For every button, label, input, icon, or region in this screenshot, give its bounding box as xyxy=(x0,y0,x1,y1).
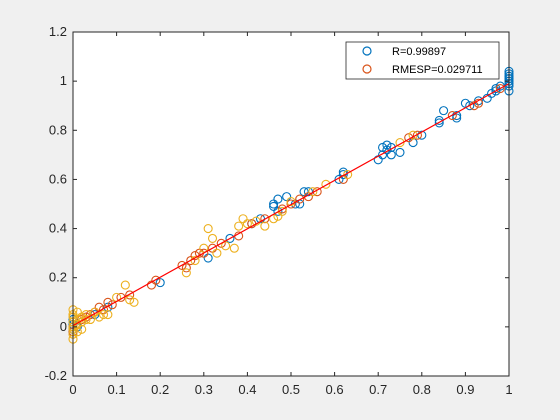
x-tick-label: 1 xyxy=(505,382,512,397)
data-point xyxy=(447,110,457,121)
legend-marker-r xyxy=(362,46,372,56)
data-point xyxy=(386,142,396,153)
data-point xyxy=(225,233,235,243)
y-tick-label: 0.8 xyxy=(49,122,67,137)
data-point xyxy=(234,221,244,231)
data-point xyxy=(199,248,209,258)
x-tick-label: 0.2 xyxy=(151,382,169,397)
data-point xyxy=(434,118,444,128)
data-point xyxy=(277,204,287,214)
fit-line xyxy=(72,83,510,327)
data-point xyxy=(103,302,113,312)
x-tick-label: 0.9 xyxy=(456,382,474,397)
legend-label-rmesp: RMESP=0.029711 xyxy=(392,64,483,76)
y-tick-label: 1.2 xyxy=(49,24,67,39)
data-point xyxy=(260,221,270,231)
data-point xyxy=(177,260,187,270)
data-point xyxy=(107,300,117,310)
data-point xyxy=(229,243,239,253)
data-point xyxy=(452,113,462,123)
legend-box xyxy=(345,41,500,80)
data-point xyxy=(303,187,313,197)
data-point xyxy=(181,268,191,278)
data-point xyxy=(286,199,296,209)
data-point xyxy=(151,275,161,285)
legend[interactable]: R=0.99897 RMESP=0.029711 xyxy=(345,41,500,80)
data-point xyxy=(125,290,135,300)
y-tick-label: 0.4 xyxy=(49,221,67,236)
data-point xyxy=(343,169,353,180)
data-point xyxy=(103,310,113,320)
data-point xyxy=(77,317,87,327)
x-tick-label: 0.4 xyxy=(238,382,256,397)
data-point xyxy=(98,310,109,320)
data-point xyxy=(295,194,305,204)
x-tick-label: 0.1 xyxy=(108,382,126,397)
data-point xyxy=(94,312,104,322)
legend-marker-rmesp xyxy=(362,64,372,74)
data-point xyxy=(412,130,422,140)
data-point xyxy=(242,219,252,229)
data-point xyxy=(495,83,505,94)
data-point xyxy=(439,106,449,116)
data-point xyxy=(120,280,130,290)
data-point xyxy=(417,130,427,140)
data-point xyxy=(465,101,475,111)
data-point xyxy=(81,314,91,325)
data-point xyxy=(273,194,283,204)
x-tick-label: 0.7 xyxy=(369,382,387,397)
data-point xyxy=(308,187,318,197)
data-point xyxy=(321,179,331,189)
data-point xyxy=(199,243,209,253)
data-point xyxy=(181,263,191,273)
x-tick-label: 0.6 xyxy=(326,382,344,397)
data-point xyxy=(395,147,405,157)
y-tick-label: 1 xyxy=(60,73,67,88)
data-point xyxy=(260,214,270,224)
x-tick-label: 0.3 xyxy=(195,382,213,397)
data-point xyxy=(386,150,396,160)
data-point xyxy=(203,224,213,234)
data-point xyxy=(155,278,165,288)
x-tick-label: 0.5 xyxy=(282,382,300,397)
data-point xyxy=(207,233,218,243)
y-axis: -0.2 0 0.2 0.4 0.6 0.8 1 1.2 xyxy=(45,24,509,383)
x-tick-label: 0.8 xyxy=(413,382,431,397)
data-point xyxy=(216,238,226,248)
data-point xyxy=(273,206,283,216)
data-point xyxy=(338,169,348,180)
legend-label-r: R=0.99897 xyxy=(392,46,446,58)
x-axis: 0 0.1 0.2 0.3 0.4 0.5 0.6 0.7 0.8 0.9 1 xyxy=(69,32,513,397)
x-tick-label: 0 xyxy=(69,382,76,397)
data-point xyxy=(286,196,296,207)
data-point xyxy=(382,140,392,150)
y-tick-label: 0.2 xyxy=(49,270,67,285)
data-point xyxy=(378,142,388,153)
y-tick-label: 0 xyxy=(60,319,67,334)
data-point xyxy=(221,241,231,251)
y-tick-label: -0.2 xyxy=(45,368,67,383)
data-point xyxy=(212,248,222,258)
data-point xyxy=(125,295,135,305)
y-tick-label: 0.6 xyxy=(49,171,67,186)
data-point xyxy=(77,324,87,334)
data-point xyxy=(129,297,139,307)
